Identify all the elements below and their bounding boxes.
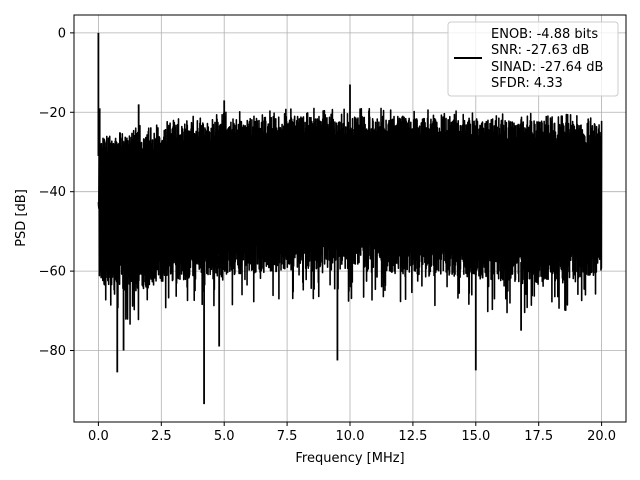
y-tick-label: −80 <box>39 344 66 359</box>
y-tick-label: −20 <box>39 106 66 121</box>
legend-box <box>447 21 619 97</box>
legend-entry-sinad: SINAD: -27.64 dB <box>491 60 603 75</box>
x-tick-label: 10.0 <box>336 429 365 444</box>
x-tick-label: 5.0 <box>214 429 235 444</box>
x-tick-label: 0.0 <box>88 429 109 444</box>
x-axis-ticks: 0.0 2.5 5.0 7.5 10.0 12.5 15.0 17.5 20.0 <box>88 422 616 444</box>
x-tick-label: 12.5 <box>398 429 427 444</box>
plot-area <box>97 32 603 405</box>
y-axis-ticks: 0 −20 −40 −60 −80 <box>39 26 74 359</box>
x-tick-label: 7.5 <box>277 429 298 444</box>
legend-entry-snr: SNR: -27.63 dB <box>491 43 589 58</box>
x-axis-label: Frequency [MHz] <box>295 451 404 466</box>
x-tick-label: 15.0 <box>461 429 490 444</box>
x-tick-label: 17.5 <box>524 429 553 444</box>
legend-entry-sfdr: SFDR: 4.33 <box>491 76 563 91</box>
y-tick-label: −40 <box>39 185 66 200</box>
y-tick-label: −60 <box>39 265 66 280</box>
psd-series <box>97 32 603 405</box>
legend-entry-enob: ENOB: -4.88 bits <box>491 27 598 42</box>
y-tick-label: 0 <box>58 26 66 41</box>
x-tick-label: 2.5 <box>151 429 172 444</box>
y-axis-label: PSD [dB] <box>14 189 29 247</box>
legend: ENOB: -4.88 bits SNR: -27.63 dB SINAD: -… <box>447 21 619 97</box>
x-tick-label: 20.0 <box>587 429 616 444</box>
